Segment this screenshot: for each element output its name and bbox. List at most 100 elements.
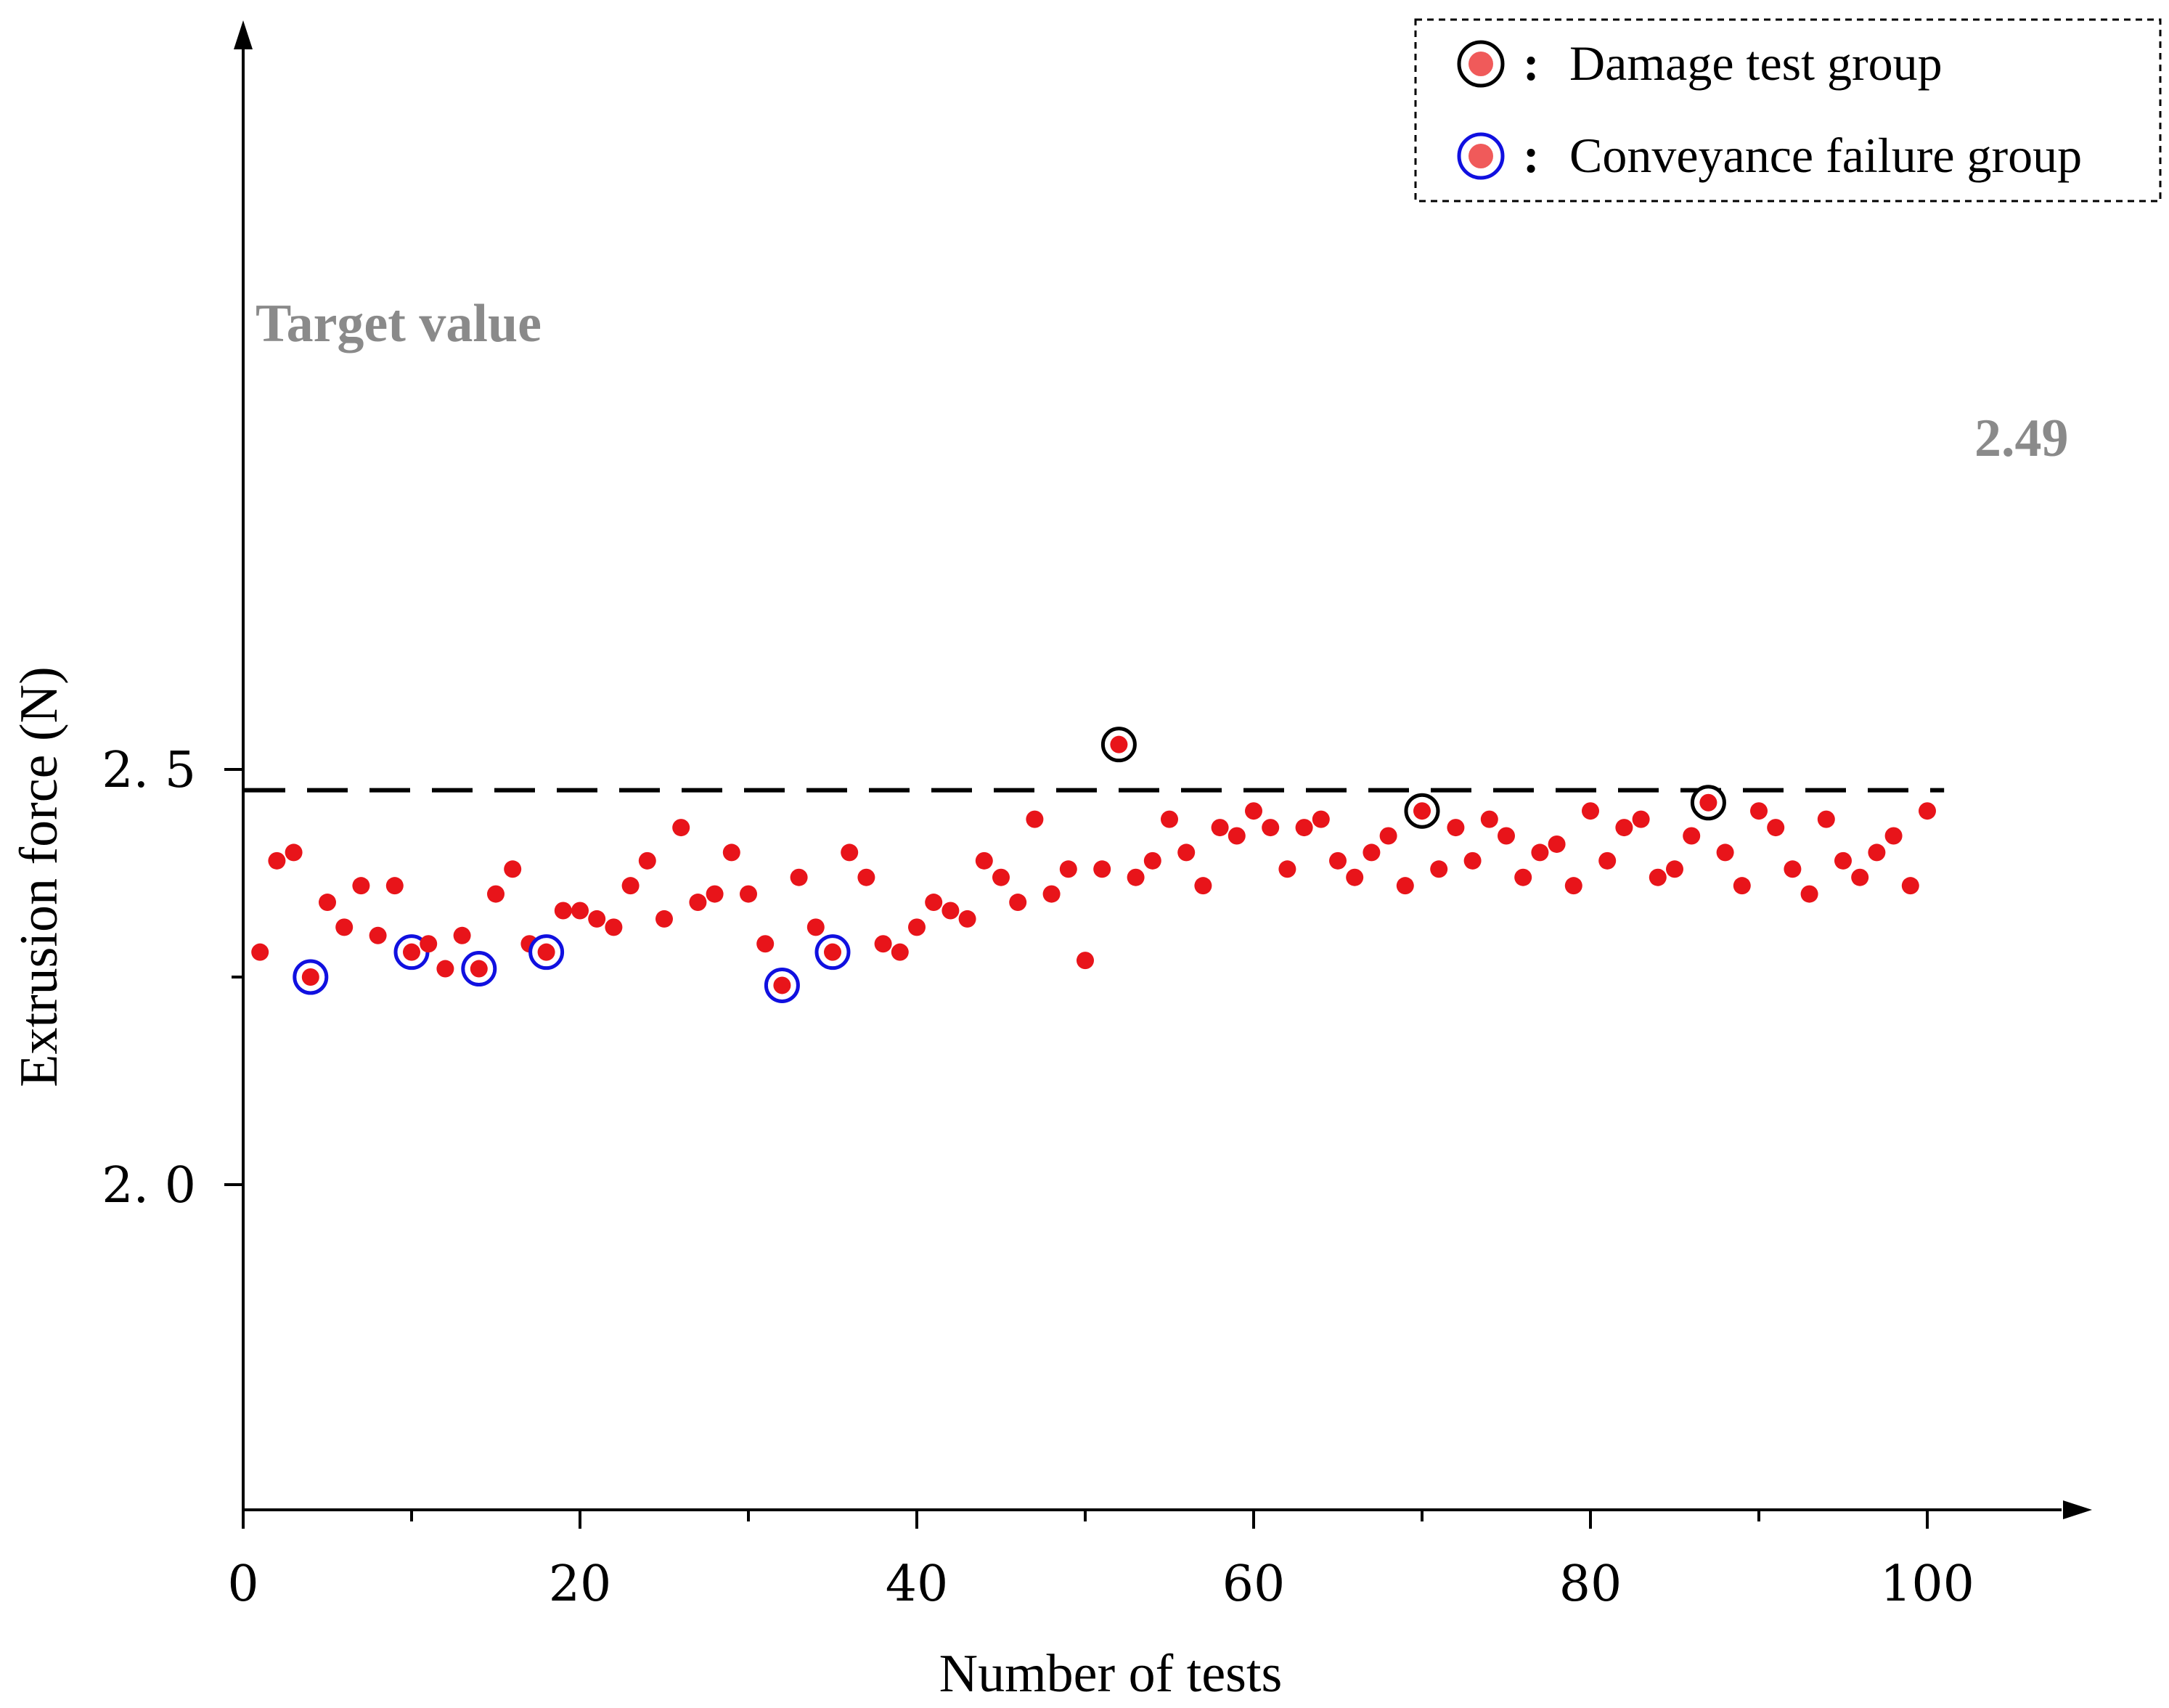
legend-damage-dot — [1469, 52, 1493, 76]
data-point-74 — [1480, 810, 1498, 828]
data-point-48 — [1042, 885, 1061, 903]
data-point-90 — [1750, 802, 1768, 820]
y-tick-label-1: 2. 5 — [102, 742, 196, 799]
legend: : Damage test group : Conveyance failure… — [1414, 18, 2162, 203]
data-point-9 — [385, 877, 404, 895]
data-point-39 — [891, 943, 909, 961]
data-point-88 — [1716, 843, 1734, 862]
data-point-64 — [1312, 810, 1330, 828]
data-point-55 — [1161, 810, 1178, 828]
x-tick-label-1: 20 — [549, 1556, 612, 1613]
data-point-18 — [537, 943, 555, 961]
x-axis-arrow — [2063, 1500, 2092, 1519]
data-point-94 — [1817, 810, 1835, 828]
data-point-41 — [925, 894, 943, 912]
legend-damage-label: Damage test group — [1569, 36, 1943, 91]
data-points — [251, 727, 1936, 1003]
data-point-96 — [1851, 868, 1869, 886]
data-point-3 — [285, 843, 303, 862]
data-point-37 — [857, 868, 875, 886]
data-point-84 — [1649, 868, 1667, 886]
data-point-30 — [740, 885, 757, 903]
axis-ticks: 0 20 40 60 80 100 2. 0 2. 5 — [102, 742, 1974, 1613]
data-point-27 — [689, 894, 707, 912]
data-point-73 — [1463, 851, 1482, 870]
data-point-54 — [1143, 851, 1161, 870]
data-point-12 — [436, 960, 454, 978]
data-point-5 — [319, 894, 336, 912]
data-point-58 — [1211, 819, 1229, 837]
data-point-92 — [1784, 860, 1802, 878]
data-point-63 — [1295, 819, 1313, 837]
y-axis-title: Extrusion force (N) — [9, 666, 69, 1087]
data-point-6 — [335, 918, 354, 936]
data-point-72 — [1447, 819, 1465, 837]
target-label: Target value — [256, 294, 542, 354]
data-point-19 — [554, 902, 572, 920]
data-point-51 — [1093, 860, 1111, 878]
data-point-52 — [1110, 735, 1128, 753]
y-tick-label-0: 2. 0 — [102, 1157, 196, 1214]
data-point-75 — [1498, 827, 1515, 845]
data-point-81 — [1598, 851, 1617, 870]
data-point-38 — [874, 935, 892, 953]
data-point-57 — [1194, 877, 1212, 895]
data-point-47 — [1026, 810, 1044, 828]
data-point-66 — [1346, 868, 1364, 886]
data-point-98 — [1884, 827, 1903, 845]
data-point-99 — [1901, 877, 1919, 895]
data-point-89 — [1733, 877, 1751, 895]
data-point-60 — [1245, 802, 1262, 820]
data-point-31 — [756, 935, 775, 953]
data-point-95 — [1834, 851, 1852, 870]
data-point-2 — [268, 851, 286, 870]
data-point-65 — [1329, 851, 1347, 870]
data-point-83 — [1632, 810, 1650, 828]
target-value-label: 2.49 — [1974, 409, 2069, 468]
legend-conveyance-label: Conveyance failure group — [1569, 128, 2082, 183]
data-point-70 — [1413, 802, 1431, 820]
data-point-71 — [1430, 860, 1448, 878]
data-point-29 — [722, 843, 740, 862]
data-point-91 — [1767, 819, 1785, 837]
data-point-40 — [908, 918, 926, 936]
target-line-group: Target value 2.49 — [245, 294, 2069, 793]
data-point-23 — [621, 877, 640, 895]
y-axis-arrow — [234, 20, 253, 49]
data-point-44 — [975, 851, 993, 870]
data-point-33 — [790, 868, 808, 886]
data-point-42 — [941, 902, 960, 920]
x-tick-label-4: 80 — [1559, 1556, 1622, 1613]
data-point-21 — [588, 910, 606, 928]
data-point-56 — [1177, 843, 1196, 862]
data-point-16 — [504, 860, 522, 878]
data-point-10 — [403, 943, 420, 961]
x-tick-label-0: 0 — [227, 1556, 258, 1613]
data-point-22 — [605, 918, 623, 936]
x-tick-label-2: 40 — [886, 1556, 949, 1613]
data-point-100 — [1919, 802, 1936, 820]
data-point-78 — [1548, 835, 1566, 853]
data-point-26 — [672, 819, 690, 837]
data-point-1 — [251, 943, 269, 961]
data-point-46 — [1009, 894, 1027, 912]
data-point-82 — [1615, 819, 1633, 837]
data-point-24 — [638, 851, 656, 870]
data-point-69 — [1396, 877, 1414, 895]
data-point-59 — [1228, 827, 1246, 845]
legend-conveyance-dot — [1469, 144, 1493, 168]
x-tick-label-3: 60 — [1222, 1556, 1286, 1613]
data-point-67 — [1363, 843, 1381, 862]
data-point-8 — [369, 926, 387, 944]
data-point-13 — [453, 926, 471, 944]
data-point-68 — [1379, 827, 1397, 845]
data-point-36 — [841, 843, 859, 862]
data-point-79 — [1564, 877, 1582, 895]
data-point-50 — [1077, 952, 1094, 970]
data-point-76 — [1514, 868, 1532, 886]
legend-box — [1414, 18, 2162, 203]
data-point-43 — [958, 910, 976, 928]
legend-conveyance-separator: : — [1523, 128, 1540, 183]
data-point-32 — [773, 976, 791, 994]
data-point-62 — [1278, 860, 1296, 878]
